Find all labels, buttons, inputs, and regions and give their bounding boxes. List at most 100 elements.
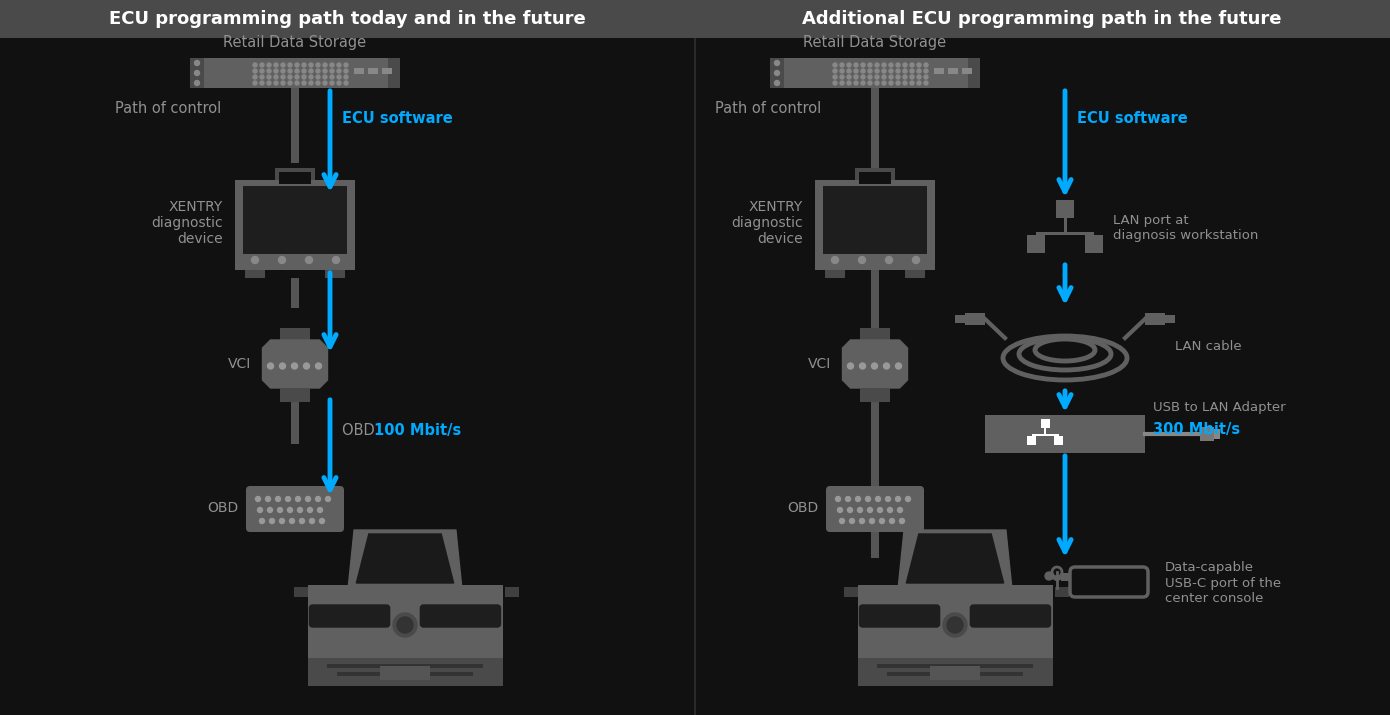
FancyBboxPatch shape (859, 605, 940, 627)
Circle shape (295, 63, 299, 67)
Bar (327, 664, 482, 668)
Bar (855, 168, 895, 184)
Circle shape (288, 508, 292, 513)
Circle shape (260, 75, 264, 79)
Bar (368, 68, 378, 74)
Circle shape (874, 75, 878, 79)
Circle shape (867, 508, 873, 513)
Circle shape (274, 63, 278, 67)
Circle shape (329, 75, 334, 79)
Circle shape (840, 63, 844, 67)
Circle shape (316, 363, 321, 369)
Text: Retail Data Storage: Retail Data Storage (803, 35, 947, 50)
Circle shape (849, 518, 855, 523)
FancyBboxPatch shape (246, 486, 343, 532)
Circle shape (860, 75, 865, 79)
Bar (1213, 429, 1220, 439)
Circle shape (904, 69, 908, 73)
Bar (948, 68, 958, 74)
Circle shape (847, 63, 851, 67)
Text: VCI: VCI (228, 357, 252, 371)
Circle shape (867, 75, 872, 79)
Bar (955, 315, 967, 323)
Circle shape (253, 75, 257, 79)
Bar (1054, 436, 1063, 445)
Circle shape (288, 69, 292, 73)
Bar (307, 585, 503, 603)
Circle shape (332, 257, 339, 264)
Bar (844, 587, 858, 597)
Circle shape (831, 257, 838, 264)
Circle shape (281, 81, 285, 85)
Bar (934, 68, 944, 74)
Bar (823, 186, 927, 254)
Circle shape (252, 257, 259, 264)
Circle shape (917, 75, 922, 79)
Circle shape (910, 69, 915, 73)
FancyBboxPatch shape (420, 605, 500, 627)
Bar (1055, 587, 1069, 597)
Circle shape (833, 63, 837, 67)
Circle shape (858, 508, 863, 513)
FancyBboxPatch shape (310, 605, 389, 627)
Circle shape (774, 81, 780, 86)
Circle shape (867, 81, 872, 85)
Circle shape (336, 75, 341, 79)
Circle shape (895, 363, 902, 369)
Circle shape (281, 75, 285, 79)
Circle shape (890, 518, 895, 523)
Text: XENTRY
diagnostic
device: XENTRY diagnostic device (152, 199, 222, 246)
Circle shape (897, 75, 899, 79)
Circle shape (947, 617, 963, 633)
Circle shape (876, 496, 880, 501)
Circle shape (860, 69, 865, 73)
Bar (1200, 427, 1213, 441)
Circle shape (309, 75, 313, 79)
Circle shape (195, 81, 200, 86)
Circle shape (910, 81, 915, 85)
Circle shape (847, 69, 851, 73)
Circle shape (887, 508, 892, 513)
Text: VCI: VCI (808, 357, 831, 371)
Circle shape (890, 69, 892, 73)
Bar (291, 402, 299, 444)
Bar (1056, 200, 1074, 218)
Circle shape (845, 496, 851, 501)
Circle shape (307, 508, 313, 513)
Bar (1041, 419, 1049, 428)
Circle shape (253, 81, 257, 85)
Circle shape (905, 496, 910, 501)
Circle shape (316, 75, 320, 79)
Text: OBD: OBD (788, 501, 819, 515)
Circle shape (253, 69, 257, 73)
Circle shape (343, 75, 348, 79)
Circle shape (885, 496, 891, 501)
FancyBboxPatch shape (970, 605, 1051, 627)
Bar (967, 58, 980, 88)
Bar (858, 585, 1052, 603)
Circle shape (265, 496, 271, 501)
Circle shape (840, 75, 844, 79)
Circle shape (917, 69, 922, 73)
Circle shape (898, 508, 902, 513)
Circle shape (309, 63, 313, 67)
Text: XENTRY
diagnostic
device: XENTRY diagnostic device (731, 199, 803, 246)
Circle shape (309, 69, 313, 73)
Circle shape (848, 508, 852, 513)
Circle shape (302, 63, 306, 67)
Polygon shape (906, 534, 1004, 583)
Bar (379, 666, 430, 680)
Bar (336, 672, 473, 676)
Bar (905, 270, 924, 278)
Circle shape (1045, 572, 1054, 580)
Circle shape (306, 496, 310, 501)
Circle shape (281, 63, 285, 67)
Circle shape (343, 81, 348, 85)
Circle shape (322, 81, 327, 85)
Bar (388, 58, 400, 88)
Bar (1027, 436, 1036, 445)
Circle shape (847, 81, 851, 85)
Circle shape (317, 508, 322, 513)
Circle shape (295, 81, 299, 85)
Circle shape (278, 257, 285, 264)
